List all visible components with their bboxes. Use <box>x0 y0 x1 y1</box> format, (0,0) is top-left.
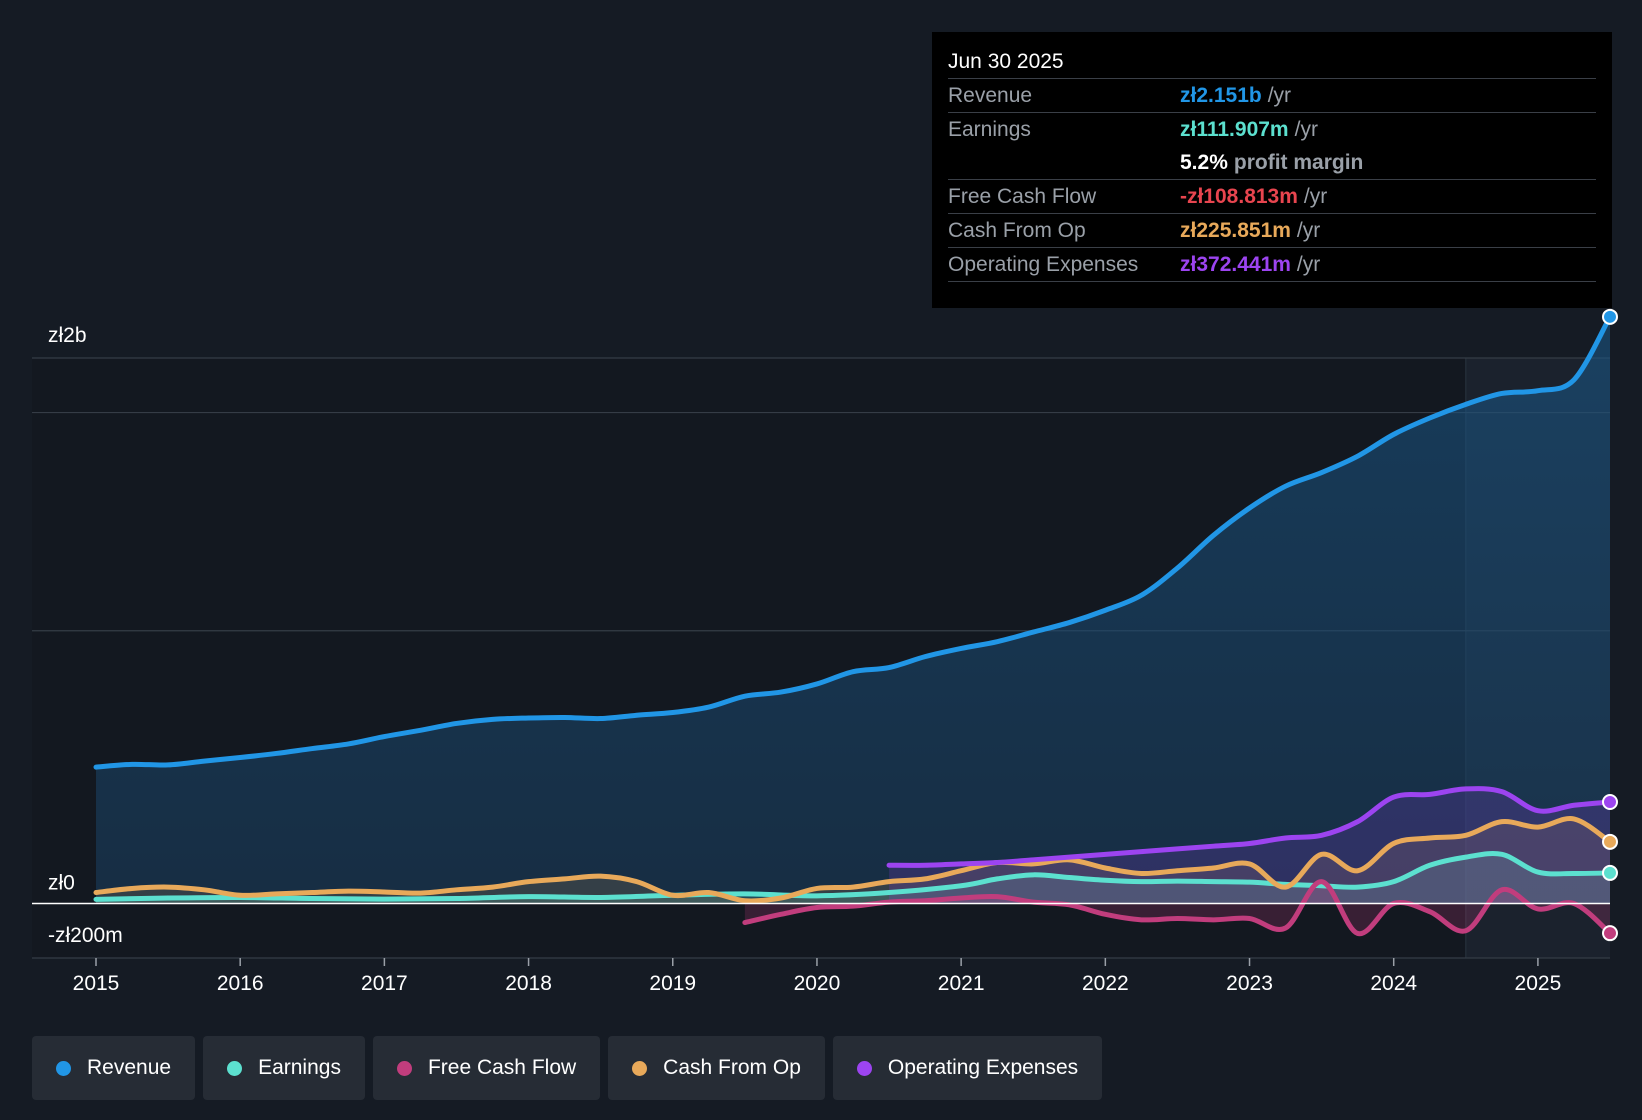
area-opex <box>889 788 1610 904</box>
legend-item-cash-from-op[interactable]: Cash From Op <box>608 1036 825 1100</box>
legend-label: Operating Expenses <box>887 1056 1079 1079</box>
tooltip-row-earnings: Earnings zł111.907m /yr <box>948 113 1596 146</box>
tooltip-unit: /yr <box>1303 185 1328 208</box>
legend-item-revenue[interactable]: Revenue <box>32 1036 196 1100</box>
x-tick-label: 2017 <box>361 972 408 995</box>
x-tick-label: 2021 <box>938 972 985 995</box>
tooltip-row-revenue: Revenue zł2.151b /yr <box>948 79 1596 113</box>
legend-item-operating-expenses[interactable]: Operating Expenses <box>832 1036 1103 1100</box>
tooltip-date: Jun 30 2025 <box>948 46 1596 79</box>
tooltip-margin-text: profit margin <box>1233 151 1364 174</box>
x-tick-label: 2022 <box>1082 972 1129 995</box>
end-marker-fcf <box>1602 925 1618 942</box>
legend-item-free-cash-flow[interactable]: Free Cash Flow <box>372 1036 601 1100</box>
tooltip-unit: /yr <box>1294 118 1318 141</box>
line-fcf <box>742 879 1613 936</box>
line-revenue <box>93 314 1613 770</box>
y-tick-label: zł2b <box>48 324 87 347</box>
tooltip-panel: Jun 30 2025 Revenue zł2.151b /yr Earning… <box>932 32 1612 308</box>
tooltip-margin-value: 5.2% <box>1180 151 1228 174</box>
x-tick-label: 2018 <box>505 972 552 995</box>
legend-label: Cash From Op <box>663 1056 801 1079</box>
tooltip-earnings-label: Earnings <box>948 118 1031 141</box>
tooltip-fcf-label: Free Cash Flow <box>948 185 1097 208</box>
x-tick-label: 2020 <box>794 972 841 995</box>
x-tick-label: 2016 <box>217 972 264 995</box>
area-fcf <box>744 881 1610 934</box>
x-tick-label: 2015 <box>73 972 120 995</box>
legend-label: Earnings <box>258 1056 341 1079</box>
tooltip-revenue-value: zł2.151b <box>1180 84 1262 107</box>
tooltip-row-fcf: Free Cash Flow -zł108.813m /yr <box>948 180 1596 214</box>
x-tick-label: 2023 <box>1226 972 1273 995</box>
legend-dot-icon <box>56 1060 71 1076</box>
tooltip-revenue-label: Revenue <box>948 84 1033 107</box>
series-end-markers <box>1602 308 1618 942</box>
line-cfo <box>93 816 1613 904</box>
tooltip-earnings-value: zł111.907m <box>1180 118 1289 141</box>
series-lines <box>32 314 1613 936</box>
y-tick-label: -zł200m <box>48 924 123 947</box>
y-axis-labels: zł2b zł0 -zł200m <box>48 324 123 947</box>
line-earnings <box>93 850 1613 902</box>
legend-item-earnings[interactable]: Earnings <box>203 1036 365 1100</box>
end-marker-earnings <box>1602 864 1618 881</box>
x-axis-labels: 2015 2016 2017 2018 2019 2020 2021 2022 2023 2024… <box>73 958 1562 995</box>
tooltip-cfo-value: zł225.851m <box>1180 219 1291 242</box>
tooltip-unit: /yr <box>1296 219 1321 242</box>
legend-dot-icon <box>632 1060 648 1076</box>
tooltip-opex-value: zł372.441m <box>1180 253 1291 276</box>
legend-dot-icon <box>856 1060 872 1076</box>
legend-dot-icon <box>227 1060 243 1076</box>
legend-dot-icon <box>396 1060 412 1076</box>
x-tick-label: 2024 <box>1370 972 1417 995</box>
legend-label: Free Cash Flow <box>427 1056 577 1079</box>
tooltip-cfo-label: Cash From Op <box>948 219 1086 242</box>
tooltip-unit: /yr <box>1267 84 1292 107</box>
x-tick-label: 2025 <box>1515 972 1562 995</box>
legend: Revenue Earnings Free Cash Flow Cash Fro… <box>32 1036 1103 1100</box>
tooltip-row-margin: 5.2% profit margin <box>948 146 1596 180</box>
tooltip-fcf-value: -zł108.813m <box>1180 185 1298 208</box>
y-tick-label: zł0 <box>48 871 75 894</box>
area-earnings <box>96 853 1610 904</box>
tooltip-unit: /yr <box>1296 253 1321 276</box>
line-opex <box>886 786 1613 868</box>
area-revenue <box>96 316 1610 904</box>
x-tick-label: 2019 <box>649 972 696 995</box>
legend-label: Revenue <box>87 1056 172 1079</box>
tooltip-opex-label: Operating Expenses <box>948 253 1139 276</box>
end-marker-cfo <box>1602 833 1618 850</box>
tooltip-row-cfo: Cash From Op zł225.851m /yr <box>948 214 1596 248</box>
end-marker-opex <box>1602 794 1618 810</box>
end-marker-revenue <box>1602 308 1618 325</box>
tooltip-row-opex: Operating Expenses zł372.441m /yr <box>948 248 1596 282</box>
